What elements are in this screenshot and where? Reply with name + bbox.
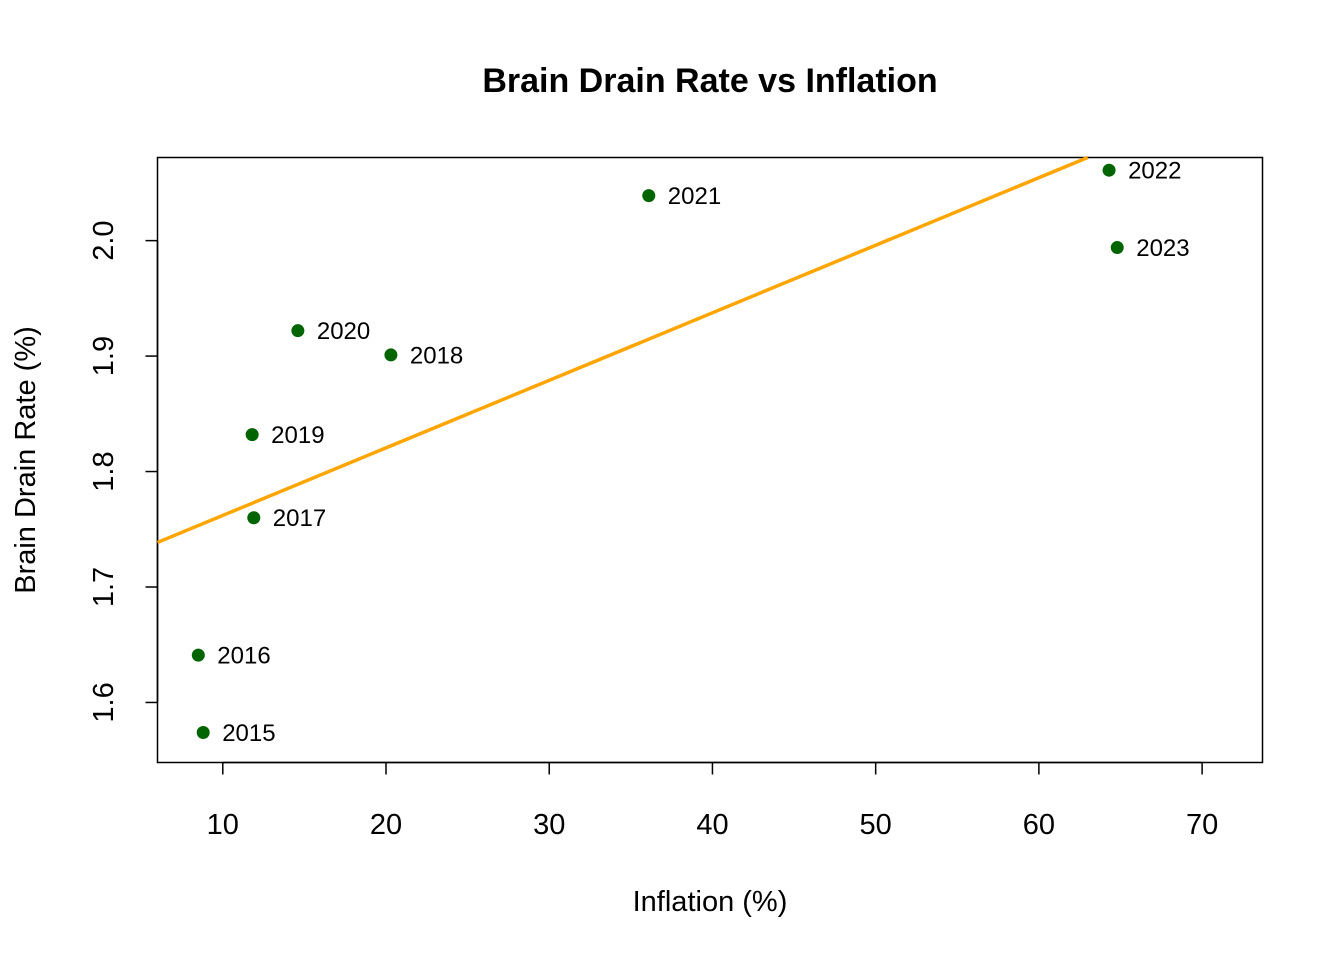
- data-point-2016: [191, 648, 205, 662]
- point-label-2023: 2023: [1136, 235, 1189, 262]
- x-tick-label: 50: [860, 809, 892, 841]
- plot-frame: [156, 156, 1264, 764]
- data-point-2021: [642, 189, 656, 203]
- data-point-2023: [1110, 241, 1124, 255]
- data-point-2020: [291, 324, 305, 338]
- plot-area: [156, 156, 1264, 764]
- point-label-2019: 2019: [271, 422, 324, 449]
- point-label-2015: 2015: [222, 720, 275, 747]
- x-axis-label: Inflation (%): [633, 886, 788, 918]
- point-label-2018: 2018: [410, 342, 463, 369]
- x-tick-label: 10: [207, 809, 239, 841]
- x-tick-label: 40: [696, 809, 728, 841]
- x-tick-label: 70: [1186, 809, 1218, 841]
- y-tick-label: 2.0: [88, 220, 120, 260]
- y-tick-label: 1.6: [88, 682, 120, 722]
- point-label-2017: 2017: [273, 505, 326, 532]
- data-point-2017: [247, 511, 261, 525]
- chart-title: Brain Drain Rate vs Inflation: [482, 62, 937, 100]
- trendline-layer: [156, 155, 1089, 545]
- data-point-2015: [196, 725, 210, 739]
- point-label-2021: 2021: [668, 183, 721, 210]
- trend-line: [156, 155, 1089, 545]
- x-tick-label: 20: [370, 809, 402, 841]
- y-axis-label: Brain Drain Rate (%): [10, 326, 42, 594]
- data-point-2022: [1102, 163, 1116, 177]
- point-label-2022: 2022: [1128, 158, 1181, 185]
- data-point-2018: [384, 348, 398, 362]
- x-tick-label: 60: [1023, 809, 1055, 841]
- x-axis: 10 20 30 40 50 60 70: [207, 761, 1218, 841]
- y-tick-label: 1.8: [88, 451, 120, 491]
- y-axis: 1.6 1.7 1.8 1.9 2.0: [88, 220, 159, 723]
- points-layer: 2015 2016 2017 2018 2019 2020 2021 2022 2023: [191, 158, 1190, 747]
- x-tick-label: 30: [533, 809, 565, 841]
- y-tick-label: 1.7: [88, 567, 120, 607]
- point-label-2016: 2016: [217, 643, 270, 670]
- data-point-2019: [245, 428, 259, 442]
- y-tick-label: 1.9: [88, 336, 120, 376]
- point-label-2020: 2020: [317, 318, 370, 345]
